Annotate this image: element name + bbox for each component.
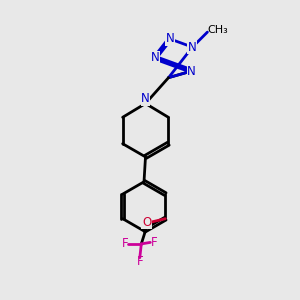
- Text: F: F: [151, 236, 157, 249]
- Text: N: N: [188, 40, 197, 54]
- Text: N: N: [141, 92, 150, 106]
- Text: N: N: [187, 64, 196, 78]
- Text: N: N: [166, 32, 174, 45]
- Text: F: F: [122, 237, 128, 250]
- Text: O: O: [142, 216, 151, 229]
- Text: N: N: [151, 51, 160, 64]
- Text: F: F: [136, 255, 143, 268]
- Text: CH₃: CH₃: [208, 25, 228, 35]
